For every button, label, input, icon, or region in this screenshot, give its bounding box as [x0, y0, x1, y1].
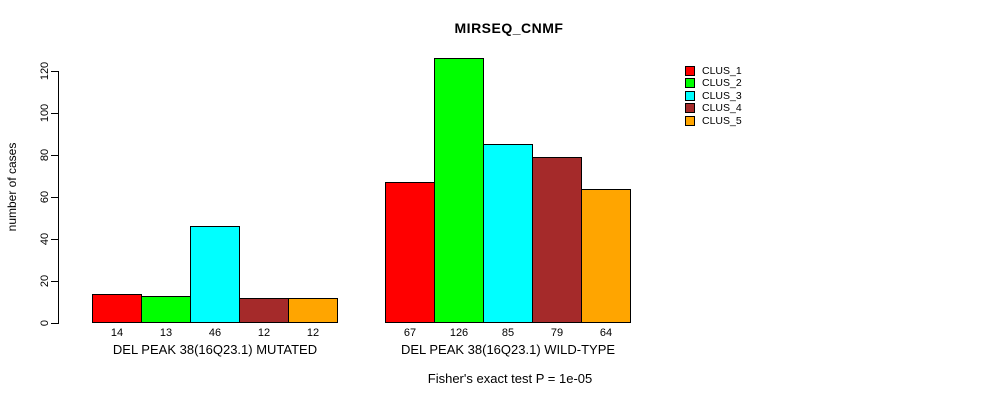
y-tick-mark: [51, 155, 58, 156]
bar-value-label: 67: [403, 327, 417, 339]
y-tick-label: 20: [39, 274, 51, 288]
y-tick-label: 100: [39, 103, 51, 123]
legend-swatch-clus_2: [685, 78, 695, 89]
y-tick-mark: [51, 323, 58, 324]
y-tick-mark: [51, 281, 58, 282]
legend-item-label: CLUS_5: [702, 114, 742, 127]
legend-item-label: CLUS_2: [702, 77, 742, 90]
legend-item-label: CLUS_3: [702, 89, 742, 102]
y-tick-mark: [51, 197, 58, 198]
y-tick-label: 60: [39, 190, 51, 204]
group-label: DEL PEAK 38(16Q23.1) MUTATED: [112, 342, 318, 357]
bar-value-label: 85: [501, 327, 515, 339]
bar-clus_5-group1: [288, 298, 338, 323]
bar-value-label: 126: [449, 327, 469, 339]
y-tick-mark: [51, 239, 58, 240]
y-tick-mark: [51, 71, 58, 72]
legend-item-label: CLUS_1: [702, 65, 742, 77]
bar-clus_3-group2: [483, 144, 533, 323]
bar-value-label: 79: [550, 327, 564, 339]
y-axis-line: [58, 71, 59, 324]
bar-clus_3-group1: [190, 226, 240, 323]
bar-value-label: 12: [306, 327, 320, 339]
y-tick-label: 80: [39, 148, 51, 162]
legend-swatch-clus_5: [685, 115, 695, 126]
chart-title: MIRSEQ_CNMF: [454, 20, 564, 36]
y-tick-mark: [51, 113, 58, 114]
bar-value-label: 12: [257, 327, 271, 339]
fisher-test-annotation: Fisher's exact test P = 1e-05: [427, 371, 593, 386]
bar-clus_2-group2: [434, 58, 484, 323]
bar-clus_1-group1: [92, 294, 142, 323]
bar-clus_4-group2: [532, 157, 582, 323]
bar-clus_1-group2: [385, 182, 435, 323]
legend-swatch-clus_1: [685, 66, 695, 76]
y-axis-label: number of cases: [5, 142, 19, 232]
legend-swatch-clus_3: [685, 90, 695, 101]
bar-clus_4-group1: [239, 298, 289, 323]
bar-value-label: 14: [110, 327, 124, 339]
y-tick-label: 120: [39, 61, 51, 81]
bar-value-label: 64: [599, 327, 613, 339]
y-tick-label: 0: [39, 319, 51, 327]
legend-swatch-clus_4: [685, 103, 695, 114]
bar-value-label: 46: [208, 327, 222, 339]
bar-clus_2-group1: [141, 296, 191, 323]
legend-item-label: CLUS_4: [702, 102, 742, 115]
bar-clus_5-group2: [581, 189, 631, 323]
group-label: DEL PEAK 38(16Q23.1) WILD-TYPE: [400, 342, 616, 357]
bar-value-label: 13: [159, 327, 173, 339]
y-tick-label: 40: [39, 232, 51, 246]
